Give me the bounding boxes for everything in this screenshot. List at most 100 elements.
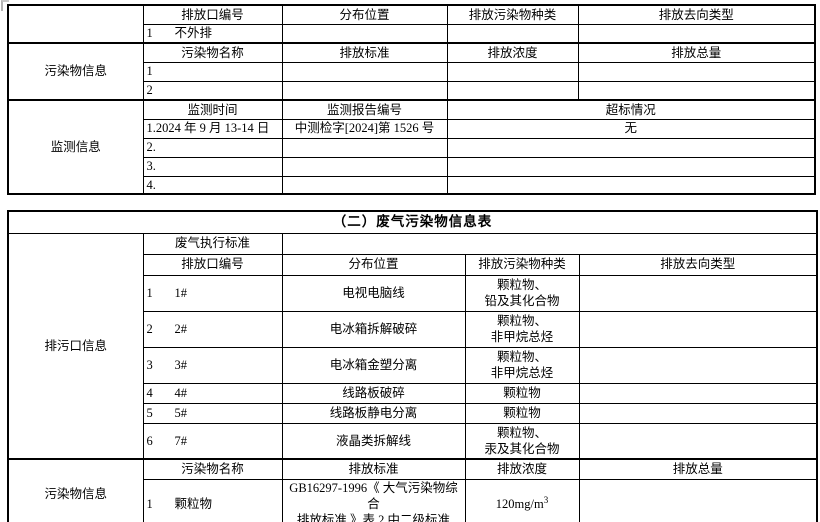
t1-pollutant-2-total-cell [577,80,816,101]
t2-outlet-row-5: 5 5# 线路板静电分离 颗粒物 [8,402,818,424]
t2-header-pollutant-type: 排放污染物种类 [464,253,580,276]
row-number: 2 [146,321,153,336]
t1-monitor-header-row: 监测信息 监测时间 监测报告编号 超标情况 [7,99,816,195]
t2-gas-standard-value-cell [281,232,818,255]
outlet-pollutants-cell: 颗粒物、 铅及其化合物 [464,274,580,312]
outlet-pollutants-cell: 颗粒物、 非甲烷总烃 [464,310,580,348]
outlet-destination-cell [578,274,818,312]
t1-pollutant-header-row: 污染物信息 污染物名称 排放标准 排放浓度 排放总量 [7,42,816,101]
concentration-value: 120mg/m [495,496,544,511]
outlet-id-cell: 6 7# [142,422,283,460]
row-number: 1 [146,26,153,41]
t1-header-location: 分布位置 [281,4,448,25]
monitor-time-cell: 4. [142,175,283,195]
t1-pollutant-row-2: 2 [8,80,816,101]
t1-header-emission-total: 排放总量 [577,42,816,63]
outlet-pollutants-cell: 颗粒物、 非甲烷总烃 [464,346,580,384]
outlet-id: 2# [174,321,188,336]
t2-outlet-section-label: 排污口信息 [7,232,144,460]
t2-outlet-row-3: 3 3# 电冰箱金塑分离 颗粒物、 非甲烷总烃 [8,346,818,384]
monitor-time-cell: 1.2024 年 9 月 13-14 日 [142,118,283,139]
monitor-exceed-cell [446,156,816,177]
t2-header-pollutant-name: 污染物名称 [142,458,283,480]
monitor-time-cell: 3. [142,156,283,177]
outlet-destination-cell [578,382,818,404]
t1-monitor-section-label: 监测信息 [7,99,144,195]
outlet-id-cell: 4 4# [142,382,283,404]
t1-header-monitor-report-no: 监测报告编号 [281,99,448,120]
outlet-destination-cell [578,422,818,460]
t1-monitor-row-4: 4. [8,175,816,195]
t1-header-row: 排放口编号 分布位置 排放污染物种类 排放去向类型 [7,4,816,44]
outlet-id: 4# [174,385,188,400]
outlet-location-cell: 电视电脑线 [281,274,466,312]
outlet-destination-cell [578,402,818,424]
pollutant-name: 颗粒物 [174,496,213,511]
t2-title-row: （二）废气污染物信息表 [7,210,818,234]
corner-artifact [1,0,9,11]
t2-pollutant-header-row: 污染物信息 污染物名称 排放标准 排放浓度 排放总量 [7,458,818,522]
outlet-value: 不外排 [174,26,213,41]
t1-pollutant-section-label: 污染物信息 [7,42,144,101]
t1-monitor-row-3: 3. [8,156,816,177]
outlet-id-cell: 3 3# [142,346,283,384]
pollutant-monitoring-table: 排放口编号 分布位置 排放污染物种类 排放去向类型 1 不外排 污染物信息 污染物… [7,4,816,195]
t1-pollutant-2-standard-cell [281,80,448,101]
outlet-destination-cell [578,310,818,348]
outlet-location-cell: 电冰箱拆解破碎 [281,310,466,348]
outlet-destination-cell [578,346,818,384]
monitor-report-cell [281,137,448,158]
t1-pollutant-1-concentration-cell [446,61,579,82]
t1-blank-label-cell [7,4,144,44]
t1-outlet-cell: 1 不外排 [142,23,283,44]
t2-header-emission-total: 排放总量 [578,458,818,480]
monitor-exceed-cell [446,175,816,195]
t2-header-emission-standard: 排放标准 [281,458,466,480]
row-number: 1 [146,285,153,300]
outlet-id-cell: 5 5# [142,402,283,424]
t1-pollutant-2-concentration-cell [446,80,579,101]
row-number: 6 [146,433,153,448]
outlet-pollutants-cell: 颗粒物 [464,382,580,404]
concentration-exponent: 3 [543,494,549,505]
t1-pollutant-1-name-cell: 1 [142,61,283,82]
outlet-id-cell: 1 1# [142,274,283,312]
outlet-id: 7# [174,433,188,448]
outlet-id: 5# [174,405,188,420]
t1-header-pollutant-type: 排放污染物种类 [446,4,579,25]
t1-header-outlet-no: 排放口编号 [142,4,283,25]
t1-header-emission-concentration: 排放浓度 [446,42,579,63]
outlet-pollutants-cell: 颗粒物、 汞及其化合物 [464,422,580,460]
t2-outlet-row-4: 4 4# 线路板破碎 颗粒物 [8,382,818,404]
outlet-id: 1# [174,285,188,300]
t2-header-row: 排放口编号 分布位置 排放污染物种类 排放去向类型 [8,253,818,276]
row-number: 1 [146,496,153,511]
monitor-time-cell: 2. [142,137,283,158]
outlet-pollutants-cell: 颗粒物 [464,402,580,424]
t2-header-outlet-no: 排放口编号 [142,253,283,276]
t2-header-location: 分布位置 [281,253,466,276]
t2-table-title: （二）废气污染物信息表 [7,210,818,234]
monitor-report-cell [281,175,448,195]
t1-pollutant-1-total-cell [577,61,816,82]
pollutant-name-cell: 1 颗粒物 [142,478,283,522]
t1-header-monitor-time: 监测时间 [142,99,283,120]
t1-header-destination-type: 排放去向类型 [577,4,816,25]
t2-header-emission-concentration: 排放浓度 [464,458,580,480]
monitor-exceed-cell [446,137,816,158]
t2-outlet-row-1: 1 1# 电视电脑线 颗粒物、 铅及其化合物 [8,274,818,312]
t1-outlet-location-cell [281,23,448,44]
pollutant-standard-cell: GB16297-1996《 大气污染物综合 排放标准 》表 2 中二级标准 [281,478,466,522]
t1-header-exceed-status: 超标情况 [446,99,816,120]
t1-pollutant-1-standard-cell [281,61,448,82]
row-number: 3 [146,357,153,372]
outlet-location-cell: 液晶类拆解线 [281,422,466,460]
t1-pollutant-2-name-cell: 2 [142,80,283,101]
outlet-location-cell: 线路板静电分离 [281,402,466,424]
monitor-exceed-cell: 无 [446,118,816,139]
t2-header-destination-type: 排放去向类型 [578,253,818,276]
t2-pollutant-row-1: 1 颗粒物 GB16297-1996《 大气污染物综合 排放标准 》表 2 中二级… [8,478,818,522]
outlet-id: 3# [174,357,188,372]
row-number: 5 [146,405,153,420]
